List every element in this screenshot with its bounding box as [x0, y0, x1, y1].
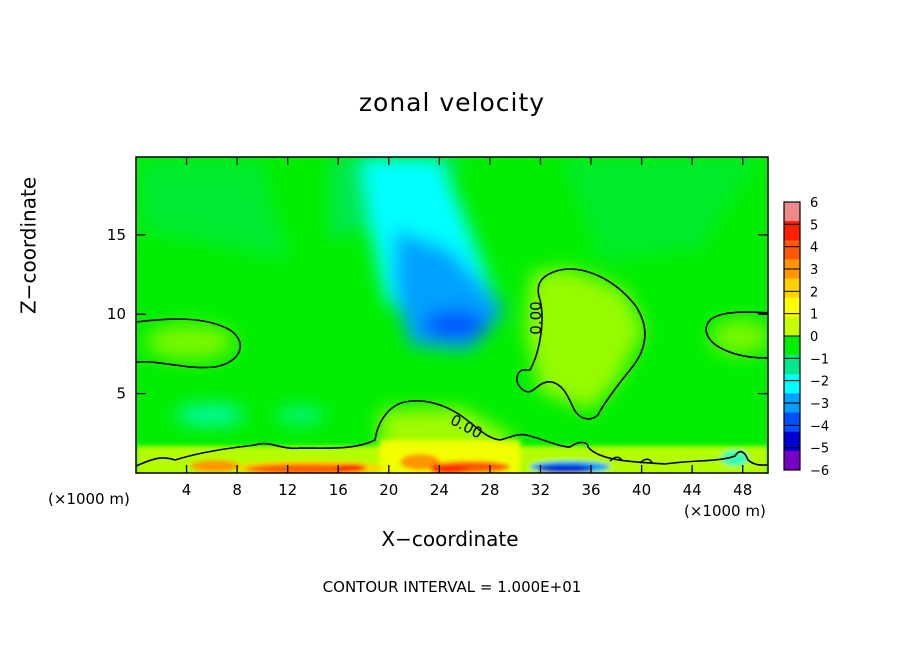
- colorbar-swatch: [784, 450, 800, 471]
- y-tick-label: 10: [107, 305, 126, 323]
- x-tick-label: 12: [278, 481, 297, 499]
- colorbar-tick-label: 0: [810, 330, 818, 345]
- colorbar-tick-label: 3: [810, 263, 818, 278]
- colorbar-swatch: [784, 336, 800, 356]
- x-tick-label: 36: [581, 481, 600, 499]
- x-tick-label: 8: [232, 481, 242, 499]
- chart-title: zonal velocity: [358, 88, 546, 117]
- contour-label: 0.00: [527, 301, 545, 334]
- velocity-field: [136, 157, 768, 473]
- x-tick-label: 16: [329, 481, 348, 499]
- y-axis-label: Z−coordinate: [16, 176, 41, 314]
- colorbar-tick-label: −4: [810, 419, 829, 434]
- x-tick-label: 24: [430, 481, 449, 499]
- colorbar-tick-label: 4: [810, 241, 818, 256]
- x-axis: 4 8 12 16 20 24 28 32 36 40 44 48: [182, 157, 752, 499]
- colorbar: 6 5 4 3 2 1 0 −1 −2 −3 −4 −5 −6: [783, 196, 829, 479]
- x-tick-label: 44: [683, 481, 702, 499]
- colorbar-swatch: [784, 297, 800, 318]
- colorbar-tick-label: 6: [810, 196, 818, 211]
- colorbar-tick-label: −3: [810, 397, 829, 412]
- plot-frame: [135, 156, 769, 474]
- colorbar-tick-label: −5: [810, 442, 829, 457]
- colorbar-swatch: [784, 240, 800, 260]
- contour-interval-note: CONTOUR INTERVAL = 1.000E+01: [322, 578, 582, 596]
- y-axis: 5 10 15: [107, 226, 768, 403]
- x-axis-label: X−coordinate: [381, 527, 519, 551]
- colorbar-swatch: [784, 221, 800, 241]
- x-tick-label: 20: [379, 481, 398, 499]
- colorbar-swatch: [784, 374, 800, 394]
- colorbar-swatch: [784, 412, 800, 433]
- colorbar-swatch: [784, 355, 800, 375]
- zero-contours: [136, 268, 768, 467]
- colorbar-tick-label: 1: [810, 308, 818, 323]
- x-tick-label: 28: [480, 481, 499, 499]
- colorbar-tick-label: 5: [810, 218, 818, 233]
- colorbar-swatch: [784, 202, 800, 222]
- x-tick-label: 48: [733, 481, 752, 499]
- y-tick-label: 15: [107, 226, 126, 244]
- colorbar-tick-label: 2: [810, 285, 818, 300]
- x-tick-label: 32: [531, 481, 550, 499]
- colorbar-tick-label: −1: [810, 352, 829, 367]
- colorbar-tick-label: −6: [810, 464, 829, 479]
- colorbar-tick-label: −2: [810, 375, 829, 390]
- colorbar-swatch: [784, 278, 800, 299]
- x-tick-label: 40: [632, 481, 651, 499]
- x-tick-label: 4: [182, 481, 192, 499]
- y-tick-label: 5: [116, 385, 126, 403]
- colorbar-swatch: [784, 431, 800, 452]
- colorbar-swatch: [784, 316, 800, 337]
- x-unit-note: (×1000 m): [684, 502, 766, 520]
- y-unit-note: (×1000 m): [48, 490, 130, 508]
